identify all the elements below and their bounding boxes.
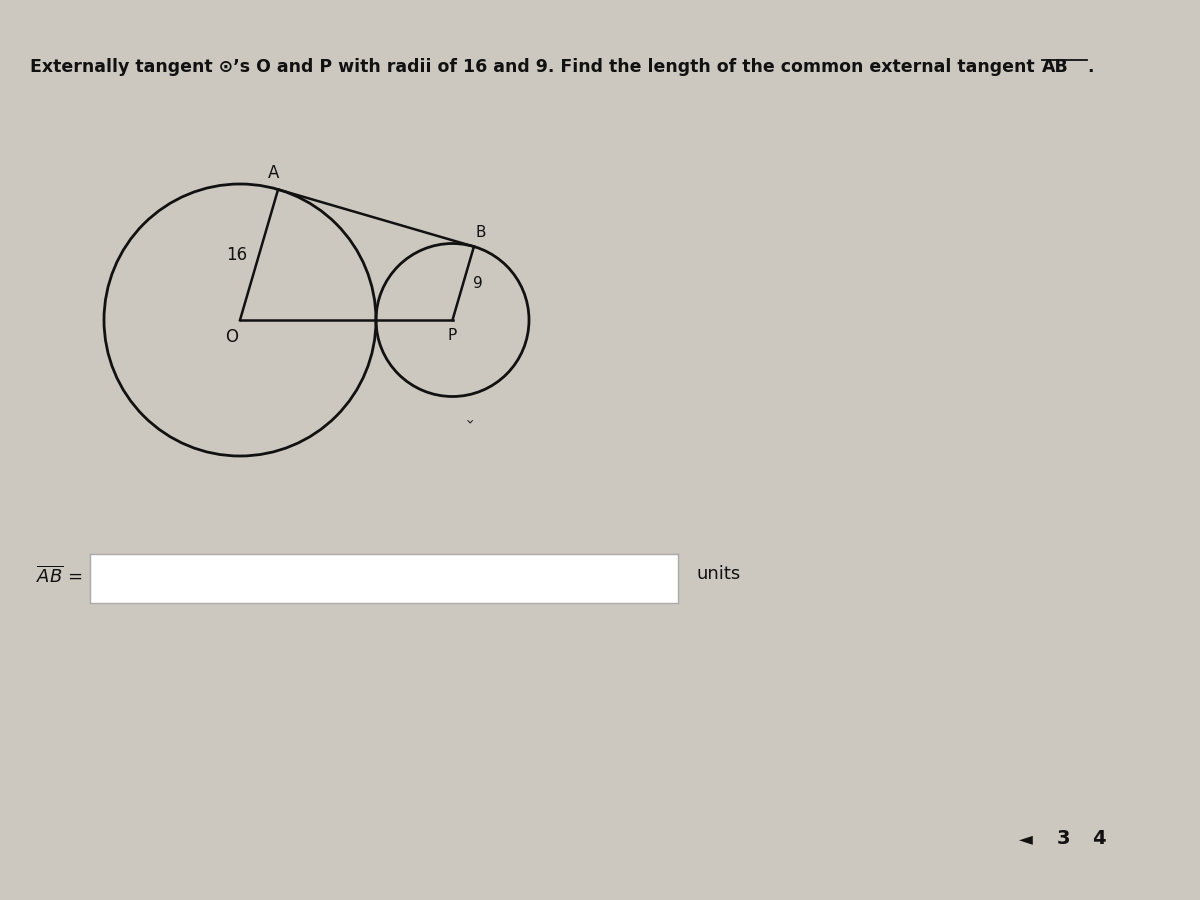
Text: units: units bbox=[696, 565, 740, 583]
Text: 9: 9 bbox=[473, 275, 482, 291]
Text: 16: 16 bbox=[226, 246, 247, 264]
Text: Externally tangent ⊙’s O and P with radii of 16 and 9. Find the length of the co: Externally tangent ⊙’s O and P with radi… bbox=[30, 58, 1040, 76]
Text: O: O bbox=[226, 328, 239, 346]
Text: B: B bbox=[476, 225, 486, 239]
Text: ◄: ◄ bbox=[1019, 830, 1033, 848]
Text: $\overline{AB}$ =: $\overline{AB}$ = bbox=[36, 565, 83, 587]
Text: 3: 3 bbox=[1056, 829, 1070, 849]
Text: A: A bbox=[268, 165, 278, 183]
Text: .: . bbox=[1087, 58, 1093, 76]
Text: 4: 4 bbox=[1092, 829, 1106, 849]
Text: ›: › bbox=[461, 418, 474, 424]
Text: AB: AB bbox=[1042, 58, 1068, 76]
Text: P: P bbox=[448, 328, 457, 343]
